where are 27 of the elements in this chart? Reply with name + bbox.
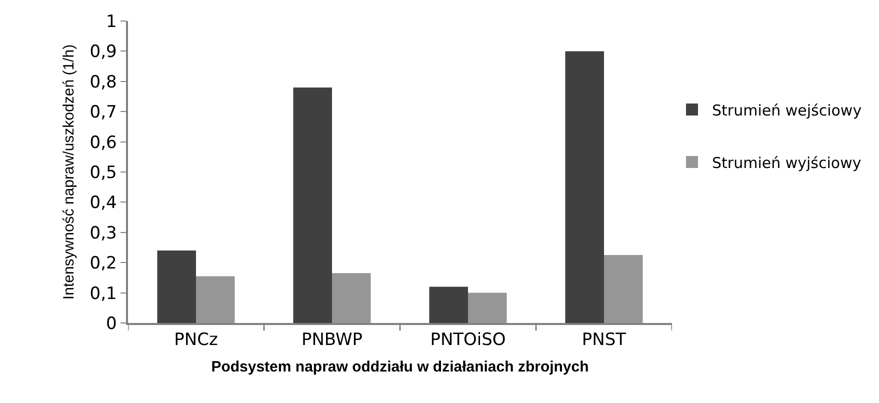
- y-axis-title: Intensywność napraw/uszkodzeń (1/h): [60, 44, 78, 300]
- legend-label: Strumień wyjściowy: [712, 154, 862, 172]
- bar: [565, 51, 604, 323]
- y-tick-label: 0,7: [90, 102, 117, 123]
- y-tick-label: 0,5: [90, 162, 117, 183]
- y-tick-label: 0,8: [90, 72, 117, 92]
- y-tick-label: 0,1: [90, 284, 117, 304]
- y-tick-label: 0,2: [90, 254, 117, 274]
- y-tick-label: 0: [106, 314, 117, 334]
- y-tick-label: 0,4: [90, 193, 117, 214]
- bar: [468, 292, 507, 323]
- bar: [429, 286, 468, 323]
- y-tick-label: 0,3: [90, 223, 117, 244]
- x-tick-label: PNCz: [174, 330, 218, 350]
- bar: [196, 276, 235, 323]
- bar: [157, 250, 196, 323]
- x-tick-label: PNTOiSO: [430, 330, 506, 350]
- y-tick-label: 1: [106, 12, 117, 32]
- x-axis-title: Podsystem napraw oddziału w działaniach zbrojnych: [211, 358, 589, 376]
- legend-label: Strumień wejściowy: [712, 101, 862, 120]
- bar: [604, 255, 643, 323]
- y-tick-label: 0,9: [90, 42, 117, 62]
- x-tick-label: PNBWP: [301, 330, 363, 350]
- bar: [332, 273, 371, 323]
- y-tick-label: 0,6: [90, 132, 117, 153]
- x-tick-label: PNST: [582, 330, 627, 350]
- bar: [293, 87, 332, 323]
